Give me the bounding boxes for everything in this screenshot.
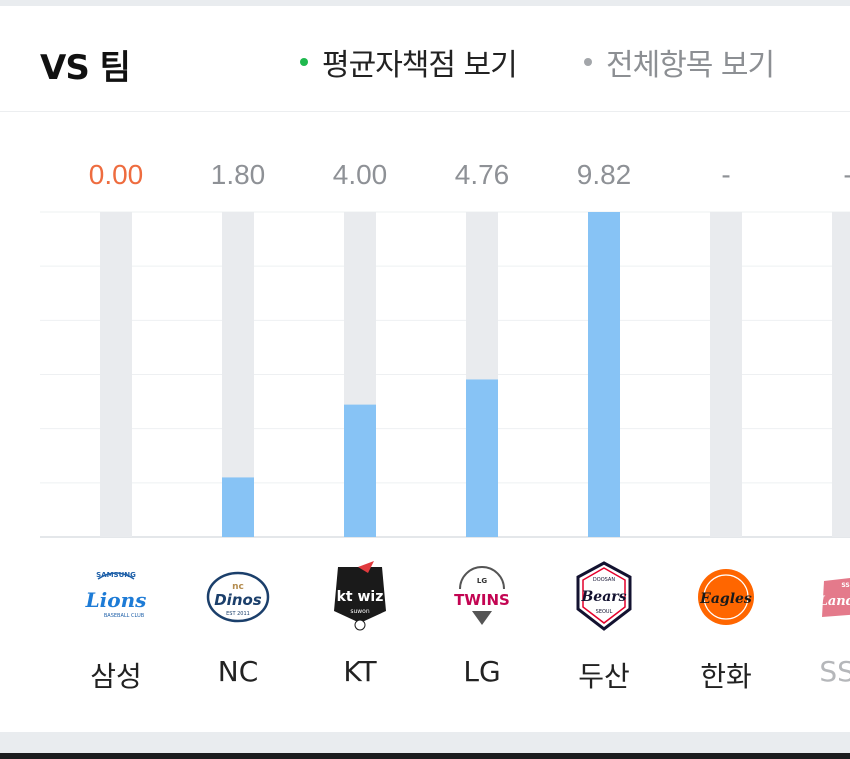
- team-name: 삼성: [90, 660, 142, 693]
- bottom-dark-bar: [0, 753, 850, 759]
- bar-두산: [588, 212, 620, 537]
- samsung-lions-logo: SAMSUNG Lions BASEBALL CLUB: [85, 571, 147, 619]
- nc-dinos-logo: nc Dinos EST 2011: [206, 571, 270, 623]
- svg-text:Bears: Bears: [580, 589, 626, 605]
- bar-LG: [466, 379, 498, 537]
- team-name: 두산: [578, 660, 630, 693]
- kt-wiz-logo: kt wiz suwon: [334, 561, 386, 631]
- era-bar-chart: 0.00 1.80 4.00 4.76 9.82 - -: [40, 112, 850, 552]
- value-label: 9.82: [577, 159, 632, 190]
- svg-text:nc: nc: [232, 582, 244, 592]
- section-title: VS 팀: [40, 48, 131, 88]
- value-label: 4.00: [333, 159, 388, 190]
- team-doosan[interactable]: DOOSAN Bears SEOUL 두산: [544, 555, 664, 695]
- section-header: VS 팀 평균자책점 보기 전체항목 보기: [0, 6, 850, 112]
- svg-text:BASEBALL CLUB: BASEBALL CLUB: [104, 613, 145, 619]
- team-nc[interactable]: nc Dinos EST 2011 NC: [178, 555, 298, 695]
- svg-text:suwon: suwon: [350, 608, 370, 615]
- bar-KT: [344, 404, 376, 537]
- team-name: NC: [217, 655, 259, 688]
- bottom-divider: [0, 732, 850, 759]
- bar-track: [832, 212, 850, 537]
- bar-track: [710, 212, 742, 537]
- team-hanwha[interactable]: Eagles 한화: [666, 555, 786, 695]
- svg-text:EST 2011: EST 2011: [226, 611, 250, 617]
- team-name: SSG: [819, 655, 850, 688]
- svg-text:SEOUL: SEOUL: [596, 609, 613, 615]
- team-logo-row: SAMSUNG Lions BASEBALL CLUB 삼성 nc Dinos …: [0, 555, 850, 695]
- svg-text:Eagles: Eagles: [699, 591, 752, 607]
- top-divider: [0, 0, 850, 6]
- bar-track: [100, 212, 132, 537]
- doosan-bears-logo: DOOSAN Bears SEOUL: [576, 561, 632, 631]
- option-average-era[interactable]: 평균자책점 보기: [300, 40, 518, 84]
- team-name: LG: [463, 655, 501, 688]
- team-name: KT: [343, 655, 377, 688]
- active-dot-icon: [300, 58, 308, 66]
- value-label: -: [843, 159, 850, 190]
- svg-text:kt wiz: kt wiz: [337, 589, 384, 605]
- team-kt[interactable]: kt wiz suwon KT: [300, 555, 420, 695]
- svg-text:DOOSAN: DOOSAN: [593, 577, 615, 583]
- era-bar-chart-svg: 0.00 1.80 4.00 4.76 9.82 - -: [40, 159, 850, 538]
- svg-text:LG: LG: [477, 577, 487, 585]
- svg-text:Dinos: Dinos: [214, 591, 262, 609]
- team-samsung[interactable]: SAMSUNG Lions BASEBALL CLUB 삼성: [56, 555, 176, 695]
- option-all-items[interactable]: 전체항목 보기: [584, 40, 775, 84]
- ssg-landers-logo: SSG Landers: [818, 578, 850, 617]
- team-ssg[interactable]: SSG Landers SSG: [788, 555, 850, 695]
- inactive-dot-icon: [584, 58, 592, 66]
- bar-NC: [222, 477, 254, 537]
- option-all-items-label: 전체항목 보기: [606, 48, 775, 83]
- value-label: -: [721, 159, 730, 190]
- svg-text:Landers: Landers: [818, 594, 850, 609]
- team-lg[interactable]: LG TWINS LG: [422, 555, 542, 695]
- value-label: 1.80: [211, 159, 266, 190]
- svg-text:SAMSUNG: SAMSUNG: [96, 571, 136, 579]
- hanwha-eagles-logo: Eagles: [698, 569, 754, 625]
- option-average-era-label: 평균자책점 보기: [322, 48, 518, 83]
- value-label: 0.00: [89, 159, 144, 190]
- svg-text:Lions: Lions: [85, 588, 147, 612]
- svg-text:SSG: SSG: [841, 582, 850, 589]
- team-name: 한화: [700, 660, 752, 693]
- lg-twins-logo: LG TWINS: [454, 566, 510, 625]
- svg-text:TWINS: TWINS: [454, 591, 510, 609]
- value-label: 4.76: [455, 159, 510, 190]
